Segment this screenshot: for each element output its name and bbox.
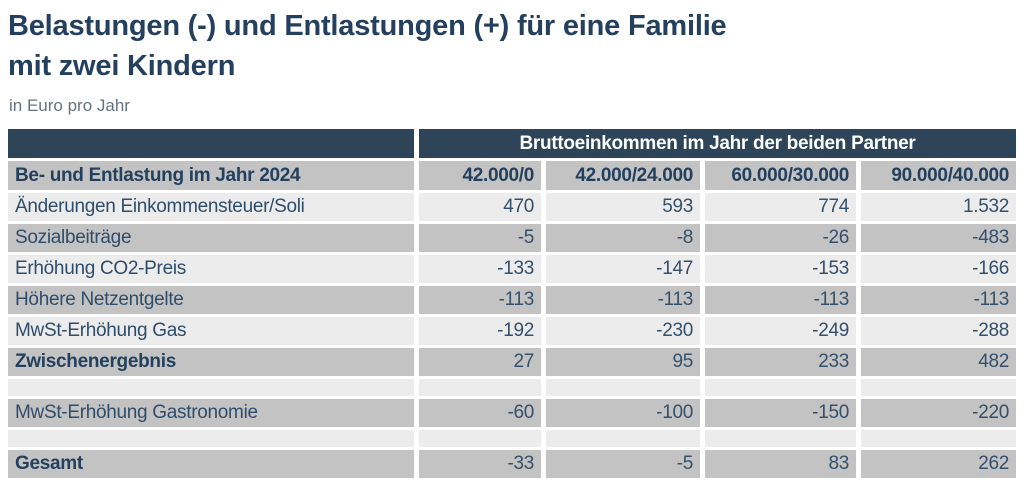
cell-value: -33	[419, 450, 546, 478]
cell-value: -5	[419, 224, 546, 255]
column-header-1: 42.000/0	[419, 161, 546, 193]
row-label	[8, 379, 419, 399]
cell-value: 482	[861, 348, 1016, 379]
row-label: MwSt-Erhöhung Gas	[8, 317, 419, 348]
cell-value: -147	[546, 255, 705, 286]
cell-value: 83	[705, 450, 861, 478]
cell-value: -133	[419, 255, 546, 286]
table-row: Erhöhung CO2-Preis -133 -147 -153 -166	[8, 255, 1016, 286]
cell-value: -113	[419, 286, 546, 317]
cell-value: -249	[705, 317, 861, 348]
row-header-label: Be- und Entlastung im Jahr 2024	[8, 161, 419, 193]
cell-value	[861, 379, 1016, 399]
cell-value: -60	[419, 399, 546, 430]
cell-value: -230	[546, 317, 705, 348]
cell-value: -220	[861, 399, 1016, 430]
table-row: Zwischenergebnis 27 95 233 482	[8, 348, 1016, 379]
cell-value: 593	[546, 193, 705, 224]
cell-value: -153	[705, 255, 861, 286]
row-label: Änderungen Einkommensteuer/Soli	[8, 193, 419, 224]
table-row: Höhere Netzentgelte -113 -113 -113 -113	[8, 286, 1016, 317]
column-header-3: 60.000/30.000	[705, 161, 861, 193]
column-header-2: 42.000/24.000	[546, 161, 705, 193]
cell-value: -150	[705, 399, 861, 430]
row-label: MwSt-Erhöhung Gastronomie	[8, 399, 419, 430]
cell-value: -483	[861, 224, 1016, 255]
row-label: Erhöhung CO2-Preis	[8, 255, 419, 286]
cell-value: -8	[546, 224, 705, 255]
data-table: Bruttoeinkommen im Jahr der beiden Partn…	[8, 129, 1016, 478]
cell-value: 774	[705, 193, 861, 224]
cell-value: -288	[861, 317, 1016, 348]
spacer-row	[8, 379, 1016, 399]
cell-value	[419, 379, 546, 399]
column-header-4: 90.000/40.000	[861, 161, 1016, 193]
cell-value	[419, 430, 546, 450]
cell-value: -113	[705, 286, 861, 317]
cell-value: -100	[546, 399, 705, 430]
cell-value	[705, 379, 861, 399]
cell-value: 470	[419, 193, 546, 224]
cell-value: -5	[546, 450, 705, 478]
page-title-line1: Belastungen (-) und Entlastungen (+) für…	[8, 10, 727, 42]
page-title-line2: mit zwei Kindern	[8, 50, 236, 82]
row-label: Höhere Netzentgelte	[8, 286, 419, 317]
cell-value: -113	[861, 286, 1016, 317]
row-label: Sozialbeiträge	[8, 224, 419, 255]
cell-value	[546, 430, 705, 450]
spacer-row	[8, 430, 1016, 450]
cell-value	[705, 430, 861, 450]
table-row: MwSt-Erhöhung Gas -192 -230 -249 -288	[8, 317, 1016, 348]
cell-value	[861, 430, 1016, 450]
cell-value	[546, 379, 705, 399]
table-row: MwSt-Erhöhung Gastronomie -60 -100 -150 -220	[8, 399, 1016, 430]
row-label: Gesamt	[8, 450, 419, 478]
page-title: Belastungen (-) und Entlastungen (+) für…	[8, 6, 1016, 86]
column-header-row: Be- und Entlastung im Jahr 2024 42.000/0…	[8, 161, 1016, 193]
table-row: Gesamt -33 -5 83 262	[8, 450, 1016, 478]
cell-value: -26	[705, 224, 861, 255]
cell-value: 262	[861, 450, 1016, 478]
cell-value: -166	[861, 255, 1016, 286]
subtitle: in Euro pro Jahr	[9, 96, 130, 115]
table-row: Sozialbeiträge -5 -8 -26 -483	[8, 224, 1016, 255]
cell-value: 95	[546, 348, 705, 379]
cell-value: 233	[705, 348, 861, 379]
table-row: Änderungen Einkommensteuer/Soli 470 593 774…	[8, 193, 1016, 224]
group-header-spacer-cell	[8, 129, 419, 161]
cell-value: -192	[419, 317, 546, 348]
row-label	[8, 430, 419, 450]
cell-value: 1.532	[861, 193, 1016, 224]
group-header-label: Bruttoeinkommen im Jahr der beiden Partn…	[419, 129, 1016, 161]
cell-value: -113	[546, 286, 705, 317]
group-header-row: Bruttoeinkommen im Jahr der beiden Partn…	[8, 129, 1016, 161]
infographic-page: Belastungen (-) und Entlastungen (+) für…	[8, 6, 1016, 478]
row-label: Zwischenergebnis	[8, 348, 419, 379]
cell-value: 27	[419, 348, 546, 379]
